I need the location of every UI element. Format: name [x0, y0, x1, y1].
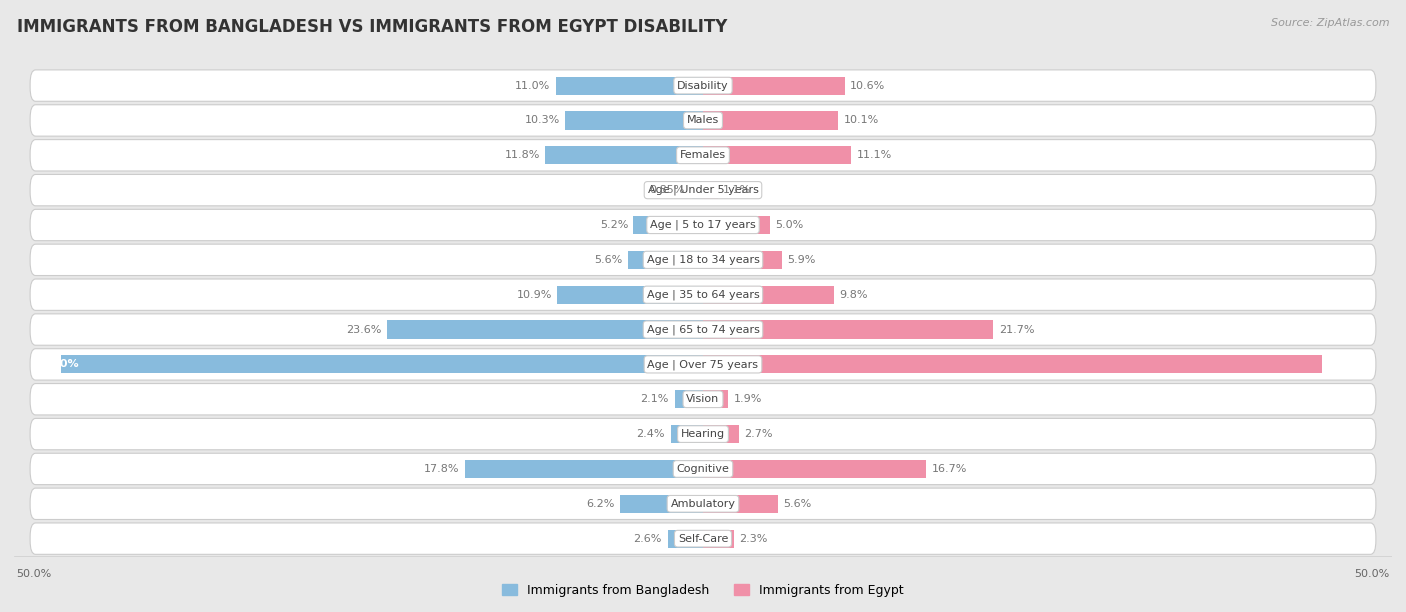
Bar: [565, 111, 703, 130]
Bar: [387, 321, 703, 338]
Bar: [555, 76, 703, 95]
Bar: [703, 76, 845, 95]
Text: 46.3%: 46.3%: [1326, 359, 1365, 370]
Text: 0.85%: 0.85%: [650, 185, 685, 195]
Text: 11.1%: 11.1%: [856, 151, 891, 160]
FancyBboxPatch shape: [30, 209, 1376, 241]
Text: Vision: Vision: [686, 394, 720, 405]
Bar: [703, 356, 1323, 373]
Bar: [546, 146, 703, 165]
FancyBboxPatch shape: [30, 349, 1376, 380]
Text: 48.0%: 48.0%: [41, 359, 80, 370]
Text: Cognitive: Cognitive: [676, 464, 730, 474]
Text: 17.8%: 17.8%: [425, 464, 460, 474]
Text: 23.6%: 23.6%: [346, 324, 382, 335]
Text: Hearing: Hearing: [681, 429, 725, 439]
Text: Age | 5 to 17 years: Age | 5 to 17 years: [650, 220, 756, 230]
Bar: [703, 321, 993, 338]
Text: 10.6%: 10.6%: [851, 81, 886, 91]
Bar: [557, 286, 703, 304]
FancyBboxPatch shape: [30, 174, 1376, 206]
FancyBboxPatch shape: [30, 488, 1376, 520]
Bar: [703, 216, 770, 234]
Bar: [60, 356, 703, 373]
Legend: Immigrants from Bangladesh, Immigrants from Egypt: Immigrants from Bangladesh, Immigrants f…: [498, 579, 908, 602]
Text: 2.6%: 2.6%: [633, 534, 662, 543]
Text: 5.6%: 5.6%: [783, 499, 811, 509]
Text: 11.8%: 11.8%: [505, 151, 540, 160]
Bar: [703, 286, 834, 304]
Text: 5.2%: 5.2%: [600, 220, 628, 230]
Text: 11.0%: 11.0%: [515, 81, 551, 91]
Text: 5.6%: 5.6%: [595, 255, 623, 265]
Text: IMMIGRANTS FROM BANGLADESH VS IMMIGRANTS FROM EGYPT DISABILITY: IMMIGRANTS FROM BANGLADESH VS IMMIGRANTS…: [17, 18, 727, 36]
FancyBboxPatch shape: [30, 70, 1376, 101]
Text: 21.7%: 21.7%: [998, 324, 1035, 335]
Text: 10.9%: 10.9%: [516, 289, 551, 300]
Text: 5.0%: 5.0%: [775, 220, 803, 230]
Bar: [668, 529, 703, 548]
Text: 2.7%: 2.7%: [744, 429, 773, 439]
Bar: [703, 529, 734, 548]
Text: 10.1%: 10.1%: [844, 116, 879, 125]
Bar: [703, 111, 838, 130]
FancyBboxPatch shape: [30, 105, 1376, 136]
Bar: [671, 425, 703, 443]
Text: Self-Care: Self-Care: [678, 534, 728, 543]
Text: Males: Males: [688, 116, 718, 125]
Text: Age | Over 75 years: Age | Over 75 years: [648, 359, 758, 370]
Text: 2.1%: 2.1%: [640, 394, 668, 405]
Text: 16.7%: 16.7%: [932, 464, 967, 474]
Text: Disability: Disability: [678, 81, 728, 91]
Text: Source: ZipAtlas.com: Source: ZipAtlas.com: [1271, 18, 1389, 28]
FancyBboxPatch shape: [30, 453, 1376, 485]
Text: Age | 35 to 64 years: Age | 35 to 64 years: [647, 289, 759, 300]
Bar: [703, 251, 782, 269]
Bar: [675, 390, 703, 408]
FancyBboxPatch shape: [30, 140, 1376, 171]
Bar: [703, 181, 717, 199]
Bar: [692, 181, 703, 199]
Bar: [703, 146, 852, 165]
FancyBboxPatch shape: [30, 419, 1376, 450]
FancyBboxPatch shape: [30, 279, 1376, 310]
Text: 5.9%: 5.9%: [787, 255, 815, 265]
Text: Age | 65 to 74 years: Age | 65 to 74 years: [647, 324, 759, 335]
Text: 1.9%: 1.9%: [734, 394, 762, 405]
FancyBboxPatch shape: [30, 314, 1376, 345]
Text: 10.3%: 10.3%: [524, 116, 560, 125]
Bar: [703, 460, 927, 478]
Bar: [703, 425, 740, 443]
Text: Ambulatory: Ambulatory: [671, 499, 735, 509]
Bar: [620, 494, 703, 513]
Text: 2.4%: 2.4%: [636, 429, 664, 439]
Text: 1.1%: 1.1%: [723, 185, 751, 195]
Text: Females: Females: [681, 151, 725, 160]
Bar: [465, 460, 703, 478]
FancyBboxPatch shape: [30, 523, 1376, 554]
Text: 6.2%: 6.2%: [586, 499, 614, 509]
Bar: [703, 390, 728, 408]
Bar: [634, 216, 703, 234]
Text: 9.8%: 9.8%: [839, 289, 868, 300]
Text: Age | 18 to 34 years: Age | 18 to 34 years: [647, 255, 759, 265]
Bar: [703, 494, 778, 513]
Text: Age | Under 5 years: Age | Under 5 years: [648, 185, 758, 195]
Text: 2.3%: 2.3%: [740, 534, 768, 543]
FancyBboxPatch shape: [30, 384, 1376, 415]
Bar: [628, 251, 703, 269]
FancyBboxPatch shape: [30, 244, 1376, 275]
